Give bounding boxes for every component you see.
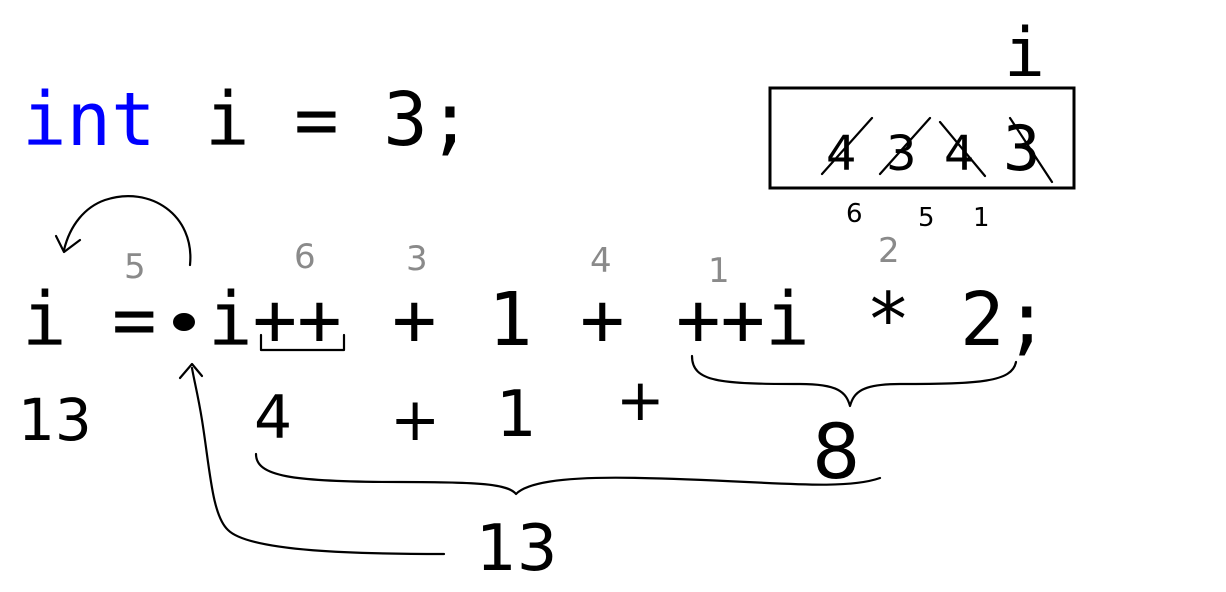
order-label-postinc: 6	[294, 237, 316, 277]
assign-dot	[173, 313, 195, 331]
var-box-label: i	[1004, 14, 1045, 93]
assign-curve-arrow	[62, 195, 192, 267]
strike-1	[820, 116, 874, 176]
annotation-plus-b: +	[616, 366, 665, 434]
history-value-2: 3	[886, 126, 917, 182]
order-label-plus2: 4	[590, 241, 612, 281]
assign-operator: =	[112, 277, 157, 363]
operand-preinc: ++i	[676, 277, 810, 363]
result-arrow	[190, 366, 446, 556]
operand-two: 2;	[960, 277, 1049, 363]
value-postinc: 4	[254, 383, 292, 453]
operator-mult: *	[866, 277, 911, 363]
strike-2	[878, 116, 932, 176]
operator-plus-2: +	[580, 277, 625, 363]
order-label-plus1: 3	[406, 239, 428, 279]
history-value-3: 4	[944, 126, 975, 182]
keyword-int: int	[22, 77, 156, 163]
postinc-bracket	[259, 333, 346, 352]
operand-postinc: i++	[208, 277, 342, 363]
lhs-variable: i	[22, 277, 67, 363]
value-one: 1	[496, 378, 537, 452]
sum-result: 13	[476, 512, 557, 586]
strike-4	[1008, 116, 1054, 184]
sum-brace	[254, 452, 882, 496]
step-label-1: 6	[846, 199, 863, 229]
step-label-2: 5	[918, 203, 935, 233]
result-arrow-head	[178, 362, 204, 380]
strike-3	[938, 120, 987, 178]
declaration-rest: i = 3;	[205, 77, 472, 163]
step-label-3: 1	[973, 203, 990, 233]
operator-plus-1: +	[392, 277, 437, 363]
variable-box	[768, 86, 1076, 190]
assign-arrow-head	[54, 234, 82, 254]
current-value: 3	[1003, 112, 1040, 185]
result-lhs: 13	[18, 386, 92, 454]
order-label-mult: 2	[878, 231, 900, 271]
value-product: 8	[812, 407, 860, 496]
annotation-plus-a: +	[390, 385, 440, 455]
order-label-assign: 5	[124, 247, 146, 287]
operand-one: 1	[488, 277, 533, 363]
order-label-preinc: 1	[708, 251, 730, 291]
product-brace	[690, 354, 1018, 408]
